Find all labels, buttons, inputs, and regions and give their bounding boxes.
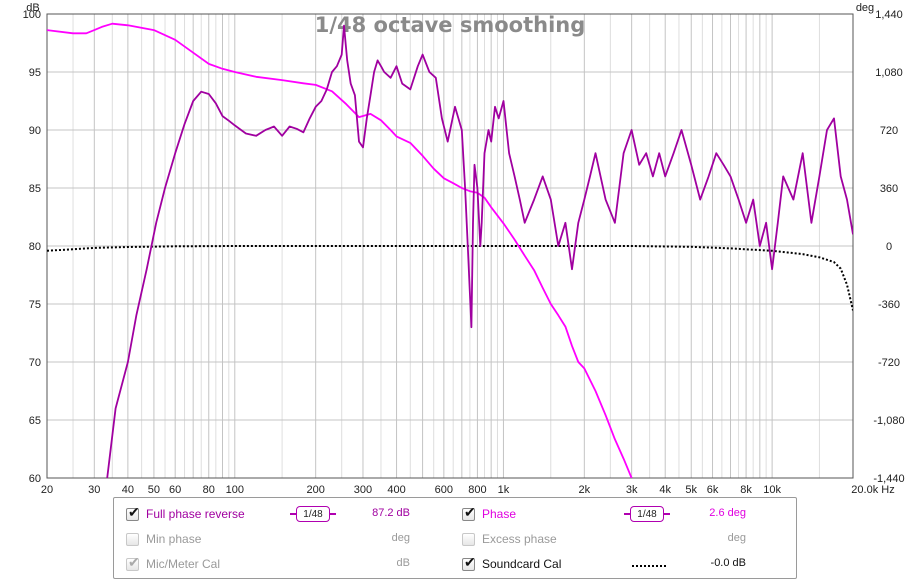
y-right-tick-label: -1,440 [873,473,904,485]
x-tick-label: 3k [626,484,638,496]
check-icon: ✔ [464,503,476,520]
x-tick-label: 80 [203,484,215,496]
soundcard-cal-value: -0.0 dB [710,557,746,569]
x-tick-label: 200 [306,484,324,496]
x-tick-label: 50 [148,484,160,496]
chart-title: 1/48 octave smoothing [315,13,586,37]
frequency-response-chart: 100 95 90 85 80 75 70 65 60 1,440 1,080 720 360 0 -360… [23,2,905,496]
min-phase-value: deg [391,532,410,544]
y-right-tick-label: 0 [886,241,892,253]
y-right-tick-label: -360 [878,299,900,311]
y-left-tick-label: 60 [29,473,41,485]
check-icon: ✔ [128,553,140,570]
x-tick-label: 20.0k Hz [851,484,894,496]
phase-checkbox[interactable]: ✔ [462,503,476,521]
y-right-tick-label: -1,080 [873,415,904,427]
y-left-tick-label: 65 [29,415,41,427]
y-left-tick-label: 85 [29,183,41,195]
x-tick-label: 2k [579,484,591,496]
y-right-tick-label: -720 [878,357,900,369]
phase-smoothing-badge[interactable]: 1/48 [624,506,670,522]
min-phase-checkbox[interactable] [126,532,139,546]
x-tick-label: 6k [707,484,719,496]
right-axis-unit: deg [856,2,874,14]
y-right-tick-label: 360 [880,183,898,195]
x-tick-label: 400 [387,484,405,496]
excess-phase-label: Excess phase [482,532,557,546]
legend-item-mic-meter-cal[interactable]: ✔ Mic/Meter Cal [126,554,220,574]
full-phase-reverse-smoothing-badge[interactable]: 1/48 [290,506,336,522]
mic-meter-cal-checkbox[interactable]: ✔ [126,553,140,571]
x-tick-label: 5k [685,484,697,496]
legend-item-min-phase[interactable]: Min phase [126,529,201,549]
y-left-tick-label: 95 [29,67,41,79]
x-tick-label: 4k [659,484,671,496]
legend-item-phase[interactable]: ✔ Phase [462,504,516,524]
check-icon: ✔ [464,553,476,570]
full-phase-reverse-checkbox[interactable]: ✔ [126,503,140,521]
legend-panel: ✔ Full phase reverse 1/48 87.2 dB ✔ Phas… [113,497,797,579]
min-phase-label: Min phase [146,532,202,546]
check-icon: ✔ [128,503,140,520]
legend-item-full-phase-reverse[interactable]: ✔ Full phase reverse [126,504,245,524]
left-axis-unit: dB [26,2,39,14]
y-left-tick-label: 90 [29,125,41,137]
x-tick-label: 30 [88,484,100,496]
y-right-tick-label: 1,080 [875,67,903,79]
x-tick-label: 10k [763,484,781,496]
phase-label: Phase [482,507,517,521]
excess-phase-checkbox[interactable] [462,532,475,546]
legend-item-excess-phase[interactable]: Excess phase [462,529,557,549]
x-tick-label: 800 [468,484,486,496]
series-line-phase [47,22,633,478]
y-left-tick-label: 100 [23,9,41,21]
y-right-tick-label: 1,440 [875,9,903,21]
full-phase-reverse-value: 87.2 dB [372,507,410,519]
x-tick-label: 20 [41,484,53,496]
y-left-tick-label: 70 [29,357,41,369]
soundcard-cal-checkbox[interactable]: ✔ [462,553,476,571]
series-line-full-phase-reverse [106,24,853,478]
x-tick-label: 300 [354,484,372,496]
soundcard-cal-label: Soundcard Cal [482,557,562,571]
legend-item-soundcard-cal[interactable]: ✔ Soundcard Cal [462,554,561,574]
mic-meter-cal-label: Mic/Meter Cal [146,557,221,571]
x-tick-label: 1k [498,484,510,496]
x-tick-label: 600 [435,484,453,496]
y-left-tick-label: 75 [29,299,41,311]
phase-value: 2.6 deg [709,507,746,519]
x-tick-label: 40 [122,484,134,496]
mic-meter-cal-value: dB [396,557,410,569]
x-tick-label: 100 [226,484,244,496]
soundcard-cal-line-swatch [632,565,666,567]
plot-border [46,13,854,479]
full-phase-reverse-label: Full phase reverse [146,507,245,521]
series-line-soundcard-cal [47,245,853,311]
excess-phase-value: deg [727,532,746,544]
y-left-tick-label: 80 [29,241,41,253]
x-tick-label: 60 [169,484,181,496]
x-tick-label: 8k [740,484,752,496]
y-right-tick-label: 720 [880,125,898,137]
